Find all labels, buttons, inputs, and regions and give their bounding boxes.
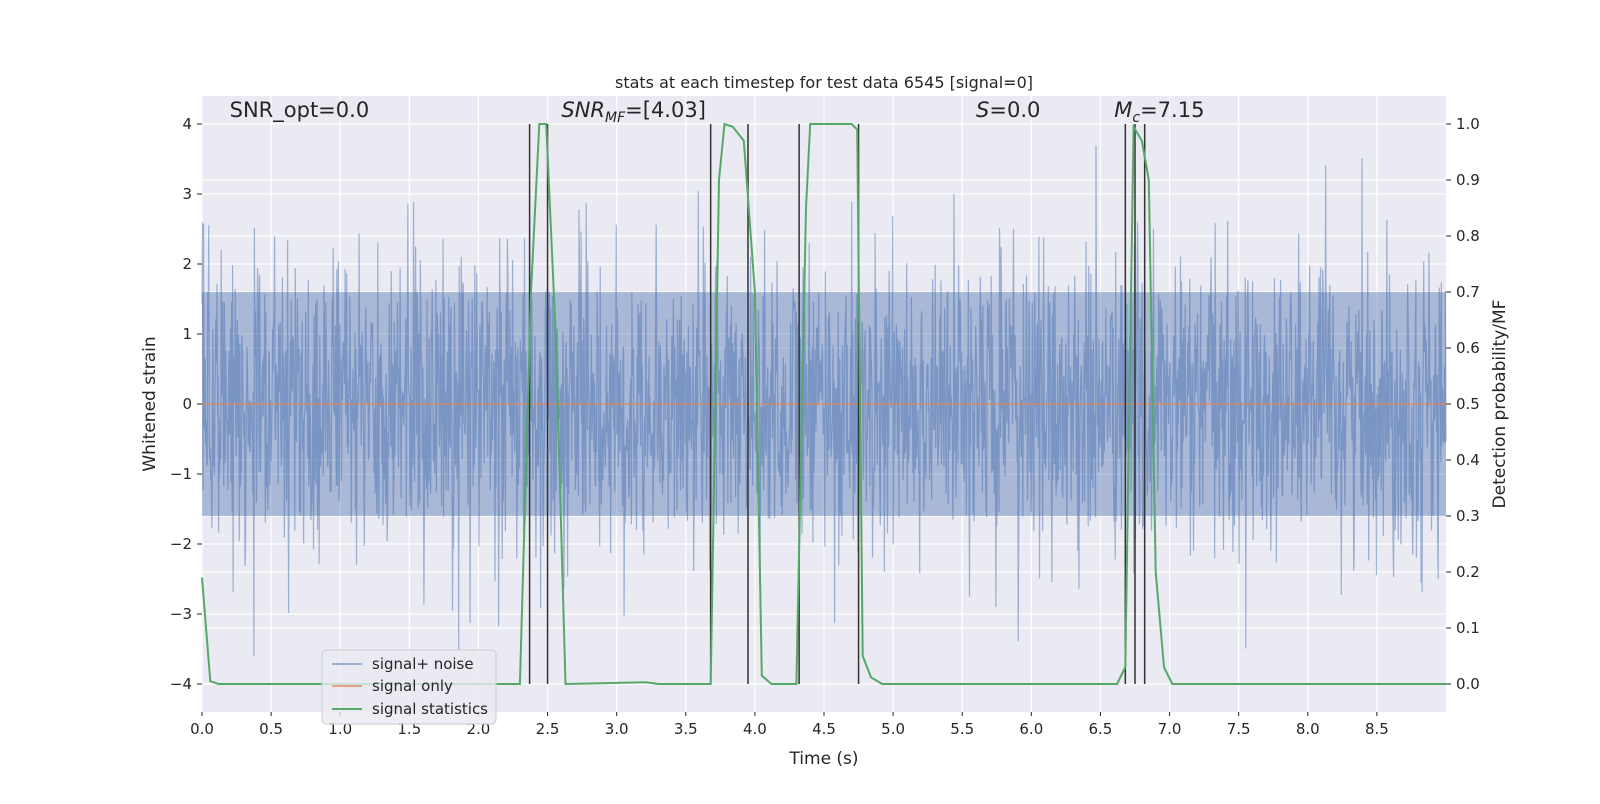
- series-signal-statistics: [201, 122, 1446, 686]
- x-tick-label: 7.5: [1227, 720, 1251, 738]
- x-tick-label: 3.5: [674, 720, 698, 738]
- y2-tick-label: 1.0: [1456, 115, 1480, 133]
- x-tick-label: 0.5: [259, 720, 283, 738]
- y2-tick-label: 0.9: [1456, 171, 1480, 189]
- y-tick-label: −3: [170, 605, 192, 623]
- y2-tick-label: 0.0: [1456, 675, 1480, 693]
- x-tick-label: 3.0: [605, 720, 629, 738]
- y2-tick-label: 0.1: [1456, 619, 1480, 637]
- y-tick-label: 2: [182, 255, 192, 273]
- annotation-0: SNR_opt=0.0: [230, 98, 370, 123]
- y-tick-label: −1: [170, 465, 192, 483]
- y2-axis-label: Detection probability/MF: [1490, 300, 1510, 509]
- y2-tick-label: 0.7: [1456, 283, 1480, 301]
- y-tick-label: 1: [182, 325, 192, 343]
- x-tick-label: 5.5: [950, 720, 974, 738]
- x-tick-label: 8.0: [1296, 720, 1320, 738]
- x-tick-label: 6.5: [1089, 720, 1113, 738]
- x-axis-label: Time (s): [788, 749, 858, 769]
- annotation-1: SNRMF=[4.03]: [561, 98, 706, 126]
- x-tick-label: 2.5: [536, 720, 560, 738]
- y2-tick-label: 0.8: [1456, 227, 1480, 245]
- y-axis-label: Whitened strain: [140, 336, 160, 471]
- x-tick-label: 5.0: [881, 720, 905, 738]
- x-tick-label: 6.0: [1019, 720, 1043, 738]
- y2-tick-label: 0.6: [1456, 339, 1480, 357]
- series-signal-noise: [201, 145, 1447, 657]
- legend-label-signal-only: signal only: [372, 677, 453, 695]
- y2-tick-label: 0.5: [1456, 395, 1480, 413]
- x-tick-label: 4.0: [743, 720, 767, 738]
- y2-tick-label: 0.4: [1456, 451, 1480, 469]
- x-tick-label: 8.5: [1365, 720, 1389, 738]
- y2-tick-label: 0.3: [1456, 507, 1480, 525]
- x-tick-label: 4.5: [812, 720, 836, 738]
- tick-labels: 0.0 0.5 1.0 1.5 2.0 2.5 3.0 3.5 4.0 4.5 5.0 5.5 6.0 6…: [170, 115, 1480, 738]
- y-tick-label: 0: [182, 395, 192, 413]
- legend-label-signal-noise: signal+ noise: [372, 655, 474, 673]
- legend: signal+ noise signal only signal statist…: [321, 649, 497, 725]
- annotation-3: Mc=7.15: [1114, 98, 1204, 126]
- y-tick-label: 4: [182, 115, 192, 133]
- annotations: SNR_opt=0.0 SNRMF=[4.03] S=0.0 Mc=7.15: [230, 98, 1205, 126]
- annotation-2: S=0.0: [976, 98, 1040, 122]
- x-tick-label: 0.0: [190, 720, 214, 738]
- y-tick-label: −4: [170, 675, 192, 693]
- y-tick-label: −2: [170, 535, 192, 553]
- y2-tick-label: 0.2: [1456, 563, 1480, 581]
- x-tick-label: 7.0: [1158, 720, 1182, 738]
- chart-title: stats at each timestep for test data 654…: [615, 73, 1033, 92]
- legend-label-signal-statistics: signal statistics: [372, 700, 488, 718]
- y-tick-label: 3: [182, 185, 192, 203]
- plot-area: [201, 122, 1447, 686]
- legend-box: [321, 649, 497, 725]
